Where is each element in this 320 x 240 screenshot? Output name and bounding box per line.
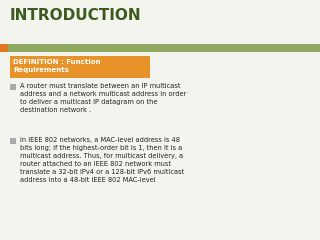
Bar (10, 138, 16, 144)
Bar (10, 84, 16, 90)
Text: Requirements: Requirements (13, 67, 69, 73)
Bar (0, 0, 320, 44)
Text: DEFINITION : Function: DEFINITION : Function (13, 59, 100, 65)
Bar (8, 44, 320, 52)
Text: in IEEE 802 networks, a MAC-level address is 48
bits long; if the highest-order : in IEEE 802 networks, a MAC-level addres… (20, 137, 184, 183)
Bar (10, 56, 150, 78)
Text: A router must translate between an IP multicast
address and a network multicast : A router must translate between an IP mu… (20, 83, 186, 113)
Bar (0, 44, 8, 52)
Text: INTRODUCTION: INTRODUCTION (10, 8, 142, 23)
